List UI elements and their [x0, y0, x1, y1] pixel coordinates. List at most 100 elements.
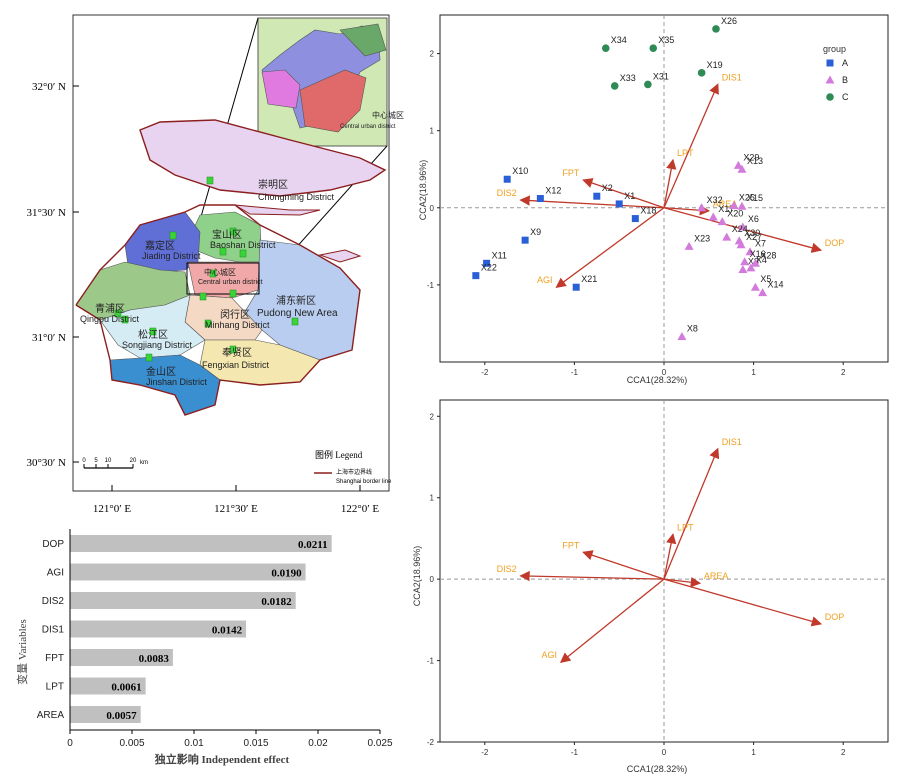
sample-point [593, 192, 601, 200]
bar [70, 677, 146, 695]
sample-point-label: X19 [707, 60, 723, 70]
bar-x-tick-label: 0.02 [308, 738, 328, 749]
district-label-cn: 浦东新区 [276, 294, 316, 307]
variable-arrow-label: DIS1 [722, 437, 742, 447]
sample-point-label: X12 [545, 186, 561, 196]
sample-point [740, 257, 750, 266]
svg-text:km: km [140, 460, 148, 466]
variable-arrow [663, 578, 823, 627]
bar-value-label: 0.0057 [106, 710, 137, 722]
district-label-cn: 嘉定区 [145, 239, 175, 252]
variable-arrow [663, 577, 702, 588]
x-tick-label: 1 [751, 368, 756, 377]
sample-point-label: X32 [707, 195, 723, 205]
variable-arrow [663, 158, 677, 208]
bar-value-label: 0.0061 [111, 682, 141, 694]
sample-point [536, 195, 544, 203]
variable-arrow [663, 83, 719, 209]
legend-title: group [823, 44, 846, 54]
bar-x-tick-label: 0.015 [243, 738, 268, 749]
variable-arrow-label: LPT [677, 522, 694, 532]
variable-arrow [582, 550, 665, 580]
bar-value-label: 0.0182 [261, 596, 292, 608]
y-tick-label: -1 [427, 657, 435, 666]
cca2-y-axis-title: CCA2(18.96%) [412, 546, 422, 607]
map-legend: 图例 Legend 上海市边界线 Shanghai border line [314, 449, 392, 485]
sample-point-label: X34 [611, 35, 627, 45]
legend-label: C [842, 92, 849, 102]
svg-text:5: 5 [94, 458, 98, 464]
svg-text:Shanghai border line: Shanghai border line [336, 479, 392, 485]
sample-point-label: X14 [768, 280, 784, 290]
bar [70, 706, 141, 723]
sample-point-label: X29 [743, 152, 759, 162]
district-label-en: Central urban district [198, 279, 263, 286]
sample-point-label: X13 [747, 156, 763, 166]
sample-point [677, 332, 687, 341]
cca-biplot-gradient: CCA1(28.32%) CCA2(18.96%) -2 -1 0 1 2 -2 -1 0 1 2… [410, 390, 900, 779]
bar-value-label: 0.0083 [139, 653, 170, 665]
bar-category-label: LPT [46, 682, 64, 693]
district-label-en: Chongming District [258, 192, 335, 202]
y-tick-label: -2 [427, 738, 435, 747]
variable-arrow-label: FPT [562, 540, 580, 550]
sample-point [684, 241, 694, 250]
sample-point [758, 288, 768, 297]
bar-value-label: 0.0190 [271, 568, 302, 580]
district-label-en: Pudong New Area [257, 308, 338, 319]
sample-point [738, 222, 748, 231]
y-tick-label: -1 [427, 281, 435, 290]
x-tick-label: -2 [481, 368, 489, 377]
lon-label: 122°0′ E [341, 503, 380, 515]
variable-arrow-label: DOP [825, 238, 845, 248]
variable-arrow [555, 207, 665, 288]
sample-point [572, 283, 580, 291]
svg-text:10: 10 [105, 458, 112, 464]
sample-point [708, 212, 718, 221]
cca2-x-axis-title: CCA1(28.32%) [627, 764, 688, 774]
sample-point-label: X20 [727, 209, 743, 219]
sample-point-label: X8 [687, 324, 698, 334]
bar-x-axis-title: 独立影响 Independent effect [154, 752, 290, 766]
inset-district-south [299, 69, 367, 133]
legend-label: A [842, 58, 848, 68]
bar-category-label: AGI [47, 568, 64, 579]
sample-point [750, 258, 760, 267]
inset-label-en: Central urban district [340, 124, 396, 130]
sample-point [601, 44, 610, 52]
inset-district-east [339, 23, 387, 57]
lon-label: 121°0′ E [93, 503, 132, 515]
sample-point-label: X7 [755, 239, 766, 249]
district-label-en: Qingpu District [80, 314, 140, 324]
sample-point [729, 200, 739, 209]
sample-point [745, 247, 755, 256]
bar [70, 592, 296, 609]
sample-point-label: X33 [620, 73, 636, 83]
variable-arrow [519, 195, 665, 209]
sample-point-label: X28 [760, 250, 776, 260]
svg-text:20: 20 [130, 458, 137, 464]
variable-arrow [519, 570, 665, 582]
sample-point [472, 272, 480, 280]
x-tick-label: -2 [481, 748, 489, 757]
sample-point [697, 69, 706, 77]
cca-y-axis-title: CCA2(18.96%) [418, 160, 428, 221]
shanghai-map-panel: 中心城区 Central urban district 崇明区 Chongmin… [0, 0, 410, 525]
sample-point-label: X24 [732, 224, 748, 234]
legend-key [826, 93, 834, 101]
y-tick-label: 0 [430, 204, 435, 213]
x-tick-label: 2 [841, 368, 846, 377]
bar-category-label: AREA [37, 710, 65, 721]
variable-arrow-label: DIS2 [497, 188, 517, 198]
cca-biplot-svg: CCA1(28.32%) CCA2(18.96%) group -2 -1 0 1 2 -… [418, 14, 889, 385]
y-tick-label: 1 [430, 494, 435, 503]
central-zoom-box [186, 262, 260, 295]
variable-arrow [559, 578, 665, 664]
sample-point [722, 232, 732, 241]
bar-x-tick-label: 0.005 [119, 738, 144, 749]
sample-point-label: X26 [721, 16, 737, 26]
bar-chart-svg: 变量 Variables 独立影响 Independent effect DOP… [15, 529, 393, 766]
svg-text:上海市边界线: 上海市边界线 [336, 468, 372, 476]
district-label-en: Minhang District [205, 320, 270, 330]
x-tick-label: -1 [571, 748, 579, 757]
